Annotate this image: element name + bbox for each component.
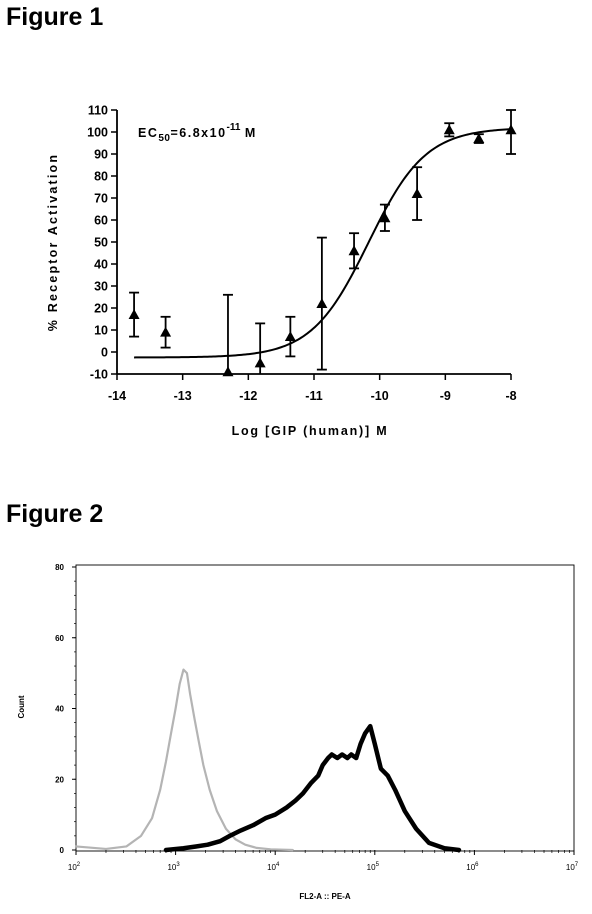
chart2-y-tick-label: 80: [55, 563, 64, 572]
chart1-data-point: [222, 366, 234, 377]
chart1-y-tick-label: 70: [94, 192, 108, 206]
chart1-y-tick-label: 90: [94, 148, 108, 162]
chart1-data-point: [443, 124, 455, 135]
chart1-data-point: [411, 188, 423, 198]
chart2-series: [74, 668, 462, 853]
chart2-plot-frame: [75, 564, 575, 852]
chart1-data-point: [473, 133, 485, 143]
chart2-x-tick-label: 107: [566, 862, 579, 872]
chart2-histogram-sample: [163, 723, 462, 853]
chart1-y-tick-label: 0: [101, 346, 108, 360]
chart1-y-tick-label: 40: [94, 258, 108, 272]
chart1-data-point: [379, 212, 391, 223]
chart1-y-tick-label: 100: [87, 126, 108, 140]
chart2-ticks: 0 20 40 60 80 102 103 104 105 106 107: [55, 563, 579, 872]
chart2-x-tick-label: 103: [167, 862, 180, 872]
ec50-unit: M: [240, 126, 256, 140]
chart1-y-tick-label: 30: [94, 280, 108, 294]
chart2-y-tick-label: 0: [60, 846, 65, 855]
chart2-histogram-control: [74, 668, 294, 852]
chart1-y-tick-label: 20: [94, 302, 108, 316]
chart2-y-tick-label: 60: [55, 634, 64, 643]
chart2-x-tick-label: 105: [367, 862, 380, 872]
chart1-x-tick-label: -12: [239, 389, 257, 403]
chart2-y-tick-label: 40: [55, 705, 64, 714]
chart2-y-tick-label: 20: [55, 775, 64, 784]
chart2-x-tick-label: 102: [68, 862, 81, 872]
ec50-sub: 50: [158, 133, 170, 144]
ec50-eq: =6.8x10: [171, 126, 227, 140]
chart2-x-axis-label: FL2-A :: PE-A: [299, 892, 350, 901]
chart2-y-axis-label: Count: [17, 695, 26, 718]
chart1-ticks: -10 0 10 20 30 40 50 60 70 80 90 100 110 -14 -13 -12 -11…: [87, 104, 516, 404]
chart1-x-tick-label: -8: [505, 389, 516, 403]
chart1-y-tick-label: 80: [94, 170, 108, 184]
chart1-y-tick-label: 60: [94, 214, 108, 228]
chart1-data-point: [254, 357, 266, 368]
chart1-data-point: [348, 245, 360, 256]
chart2-x-tick-label: 106: [466, 862, 479, 872]
chart1-x-tick-label: -13: [174, 389, 192, 403]
chart1-ec50-annotation: EC50=6.8x10-11 M: [138, 122, 256, 144]
ec50-exp: -11: [227, 122, 241, 133]
chart2-x-tick-label: 104: [267, 862, 280, 872]
receptor-activation-chart: -10 0 10 20 30 40 50 60 70 80 90 100 110 -14 -13 -12 -11…: [46, 104, 517, 439]
chart1-x-tick-label: -9: [440, 389, 451, 403]
chart1-data-point: [505, 124, 517, 135]
chart1-data-point: [128, 309, 140, 319]
ec50-main: EC: [138, 126, 158, 140]
chart1-y-axis-label: % Receptor Activation: [46, 153, 60, 331]
chart1-data-point: [284, 331, 296, 341]
figure-1-title: Figure 1: [6, 3, 104, 31]
chart1-x-axis-label: Log [GIP (human)] M: [232, 424, 389, 438]
chart1-x-tick-label: -14: [108, 389, 126, 403]
chart1-y-tick-label: 50: [94, 236, 108, 250]
chart1-y-tick-label: -10: [90, 368, 108, 382]
chart1-y-tick-label: 10: [94, 324, 108, 338]
chart1-y-tick-label: 110: [88, 104, 108, 118]
figure-2-title: Figure 2: [6, 500, 104, 528]
chart1-data-point: [160, 326, 172, 337]
chart1-x-tick-label: -10: [371, 389, 389, 403]
chart1-x-tick-label: -11: [305, 389, 322, 403]
chart1-points: [128, 109, 517, 377]
chart1-data-point: [316, 298, 328, 308]
